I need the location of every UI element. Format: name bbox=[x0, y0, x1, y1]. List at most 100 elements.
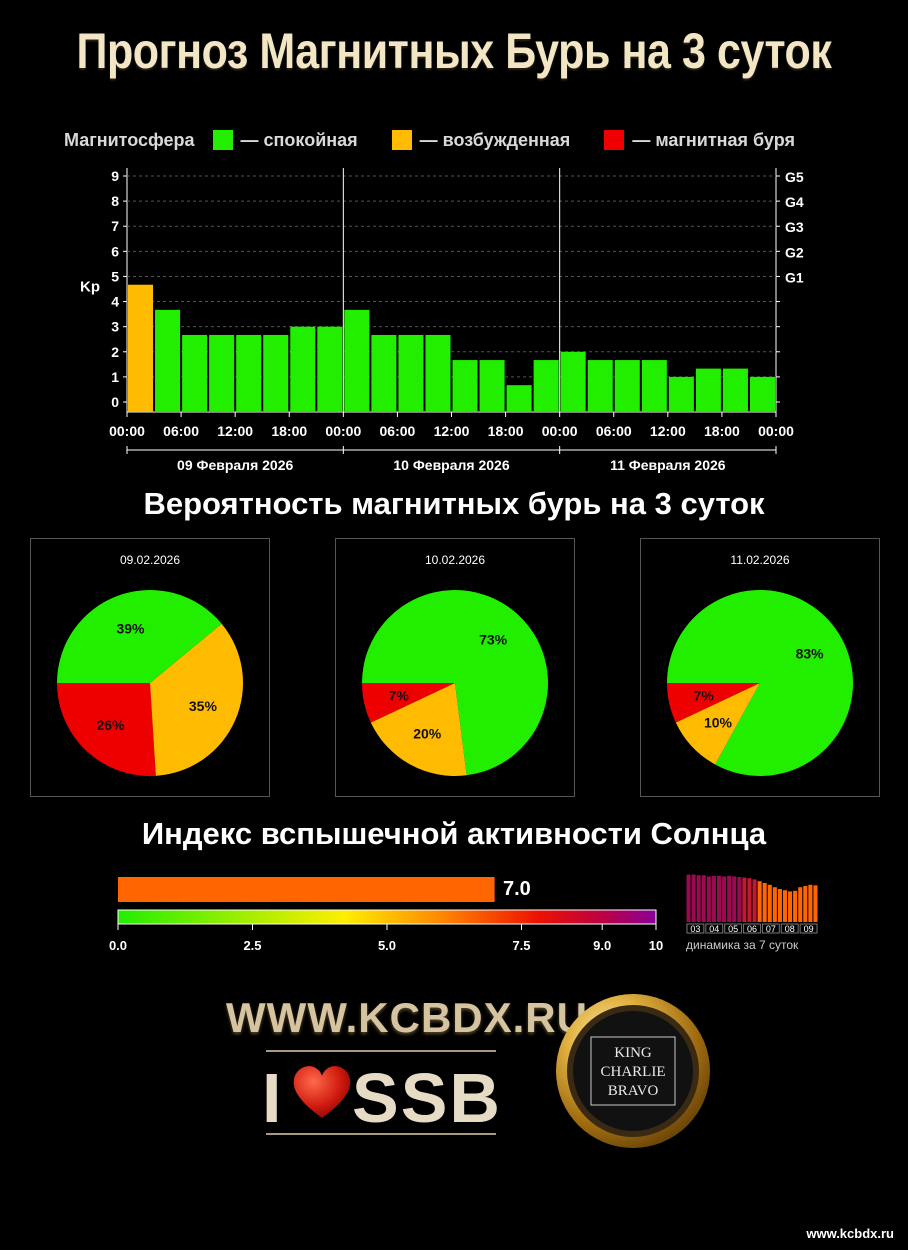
dynamics-bar bbox=[788, 891, 793, 922]
dynamics-bar bbox=[777, 889, 782, 922]
y-tick-label: 7 bbox=[111, 218, 119, 234]
flare-gradient-scale bbox=[117, 909, 657, 925]
kp-bar bbox=[695, 368, 721, 412]
dynamics-bar bbox=[757, 881, 762, 922]
y-tick-label: 6 bbox=[111, 243, 119, 259]
g-scale-label: G3 bbox=[785, 219, 804, 235]
y-tick-label: 0 bbox=[111, 394, 119, 410]
dynamics-bar bbox=[803, 886, 808, 922]
dynamics-bar bbox=[686, 874, 691, 922]
ssb-logo-text: SSB bbox=[352, 1059, 502, 1137]
y-tick-label: 4 bbox=[111, 294, 119, 310]
dynamics-bar bbox=[737, 877, 742, 922]
kp-bar bbox=[398, 334, 424, 412]
dynamics-day-label: 03 bbox=[690, 924, 700, 934]
dynamics-bar bbox=[782, 890, 788, 922]
pie-slice-label: 7% bbox=[694, 688, 715, 704]
pie-slice bbox=[362, 683, 455, 723]
dynamics-bar bbox=[701, 875, 706, 922]
pie-slice-label: 83% bbox=[796, 646, 825, 662]
flare-tick-label: 7.5 bbox=[512, 938, 530, 953]
legend-label: Магнитосфера bbox=[64, 129, 195, 150]
dynamics-bar bbox=[747, 878, 752, 922]
dynamics-bar bbox=[722, 876, 727, 922]
flare-tick-label: 5.0 bbox=[378, 938, 396, 953]
pie-slice-label: 7% bbox=[389, 688, 410, 704]
badge-line-charlie: CHARLIE bbox=[601, 1064, 666, 1080]
legend-text-active: — возбужденная bbox=[419, 129, 571, 150]
x-tick-label: 00:00 bbox=[109, 423, 145, 439]
pie-slice bbox=[667, 590, 853, 776]
heart-icon bbox=[293, 1066, 351, 1118]
legend-item-storm: — магнитная буря bbox=[604, 130, 795, 151]
pie-slice bbox=[362, 590, 548, 776]
pie-date-day2: 10.02.2026 bbox=[424, 553, 486, 567]
probability-section-title: Вероятность магнитных бурь на 3 суток bbox=[143, 486, 765, 521]
ssb-logo-i: I bbox=[262, 1059, 282, 1137]
dynamics-bar bbox=[772, 887, 777, 922]
dynamics-day-label: 08 bbox=[785, 924, 795, 934]
y-axis-title: Kp bbox=[80, 279, 100, 296]
kp-bar bbox=[317, 326, 343, 412]
pie-panel-day2: 10.02.2026 7% 20% 73% bbox=[335, 538, 575, 797]
king-charlie-bravo-badge: KING CHARLIE BRAVO bbox=[556, 994, 710, 1148]
kp-bar bbox=[209, 334, 235, 412]
x-tick-label: 12:00 bbox=[434, 423, 470, 439]
pie-slice bbox=[57, 683, 156, 776]
kp-bar bbox=[452, 360, 478, 412]
ssb-divider-top bbox=[266, 1050, 496, 1052]
dynamics-bar bbox=[711, 875, 716, 922]
legend-swatch-storm bbox=[604, 130, 625, 150]
pie-panel-day3: 11.02.2026 7% 10% 83% bbox=[640, 538, 880, 797]
pie-chart-day3: 7% 10% 83% bbox=[667, 590, 853, 776]
dynamics-day-box bbox=[743, 923, 761, 934]
x-tick-label: 18:00 bbox=[488, 423, 524, 439]
dynamics-bar bbox=[762, 883, 767, 922]
g-scale-label: G2 bbox=[785, 244, 804, 260]
y-tick-label: 9 bbox=[111, 168, 119, 184]
page-title: Прогноз Магнитных Бурь на 3 суток bbox=[76, 23, 832, 79]
g-scale-label: G4 bbox=[785, 194, 804, 210]
x-tick-label: 06:00 bbox=[380, 423, 416, 439]
kp-bar bbox=[236, 334, 262, 412]
flare-section-title: Индекс вспышечной активности Солнца bbox=[141, 816, 767, 851]
pie-slice-label: 73% bbox=[479, 632, 508, 648]
dynamics-day-label: 04 bbox=[709, 924, 719, 934]
pie-slice bbox=[667, 683, 760, 723]
dynamics-bar bbox=[727, 875, 732, 922]
g-scale-label: G1 bbox=[785, 269, 804, 285]
pie-date-day3: 11.02.2026 bbox=[730, 553, 790, 567]
pie-slice-label: 35% bbox=[189, 698, 218, 714]
kp-bar bbox=[371, 334, 397, 412]
legend-item-quiet: — спокойная bbox=[212, 130, 358, 151]
ssb-divider-bottom bbox=[266, 1133, 496, 1135]
legend-item-active: — возбужденная bbox=[391, 129, 571, 151]
pie-chart-day1: 26% 35% 39% bbox=[57, 590, 244, 776]
dynamics-bar bbox=[691, 874, 696, 922]
dynamics-label: динамика за 7 суток bbox=[686, 938, 799, 952]
pie-slice bbox=[370, 683, 467, 776]
dynamics-day-label: 09 bbox=[804, 924, 814, 934]
dynamics-bar bbox=[706, 876, 711, 922]
flare-value-bar bbox=[118, 877, 495, 902]
dynamics-bar bbox=[813, 885, 818, 922]
footer-url: www.kcbdx.ru bbox=[806, 1226, 894, 1241]
x-tick-label: 00:00 bbox=[542, 423, 578, 439]
dynamics-day-box bbox=[780, 923, 799, 934]
y-tick-label: 8 bbox=[111, 193, 119, 209]
kp-bar bbox=[614, 360, 640, 412]
pie-slice-label: 39% bbox=[116, 621, 145, 637]
pie-panel-day1: 09.02.2026 26% 35% 39% bbox=[30, 538, 270, 797]
kp-bar bbox=[182, 334, 208, 412]
kp-bar bbox=[425, 334, 451, 412]
dynamics-day-box bbox=[686, 923, 705, 934]
kp-bar bbox=[641, 360, 667, 412]
flare-value-label: 7.0 bbox=[503, 878, 531, 900]
x-tick-label: 18:00 bbox=[704, 423, 740, 439]
x-tick-label: 06:00 bbox=[596, 423, 632, 439]
pie-date-day1: 09.02.2026 bbox=[119, 553, 181, 567]
dynamics-bar bbox=[752, 879, 757, 922]
kp-bar bbox=[479, 360, 505, 412]
pie-slice bbox=[57, 590, 222, 683]
kp-bar bbox=[155, 309, 181, 412]
